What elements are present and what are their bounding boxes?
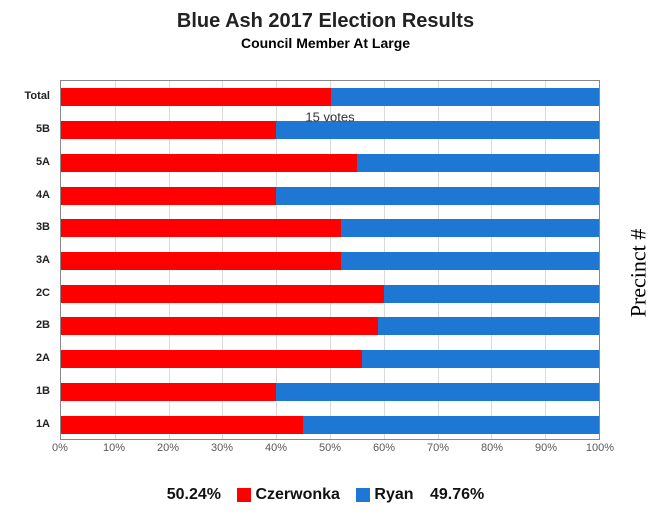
- bar-segment-czerwonka: [61, 252, 341, 270]
- legend-item-1: Ryan: [356, 486, 413, 504]
- bar-row: [61, 252, 599, 270]
- bar-segment-ryan: [303, 416, 599, 434]
- x-axis-labels: 0%10%20%30%40%50%60%70%80%90%100%: [60, 442, 600, 462]
- bars-layer: [61, 81, 599, 439]
- bar-row: [61, 350, 599, 368]
- y-tick-label: Total: [25, 90, 50, 102]
- bar-segment-czerwonka: [61, 187, 276, 205]
- x-tick-label: 90%: [535, 442, 557, 454]
- x-tick-label: 50%: [319, 442, 341, 454]
- bar-segment-ryan: [357, 154, 599, 172]
- bar-segment-czerwonka: [61, 350, 362, 368]
- y-tick-label: 1B: [36, 385, 50, 397]
- bar-segment-ryan: [362, 350, 599, 368]
- bar-row: [61, 154, 599, 172]
- bar-row: [61, 285, 599, 303]
- bar-row: [61, 219, 599, 237]
- legend-label-1: Ryan: [374, 486, 413, 503]
- legend-left-pct: 50.24%: [167, 486, 221, 504]
- y-tick-label: 3B: [36, 221, 50, 233]
- y-tick-label: 3A: [36, 254, 50, 266]
- y-tick-label: 2A: [36, 352, 50, 364]
- x-tick-label: 80%: [481, 442, 503, 454]
- legend-item-0: Czerwonka: [237, 486, 339, 504]
- chart-title: Blue Ash 2017 Election Results: [0, 10, 651, 33]
- x-tick-label: 10%: [103, 442, 125, 454]
- bar-segment-ryan: [331, 88, 599, 106]
- plot-area: 15 votes: [60, 80, 600, 440]
- chart-subtitle: Council Member At Large: [0, 35, 651, 51]
- bar-segment-ryan: [378, 317, 599, 335]
- bar-segment-ryan: [384, 285, 599, 303]
- y-axis-labels: 1A 1B 2A 2B 2C 3A 3B 4A 5A 5B Total: [0, 80, 55, 440]
- bar-segment-czerwonka: [61, 383, 276, 401]
- bar-row: [61, 187, 599, 205]
- x-tick-label: 40%: [265, 442, 287, 454]
- y-tick-label: 1A: [36, 418, 50, 430]
- chart-container: Blue Ash 2017 Election Results Council M…: [0, 10, 651, 518]
- bar-segment-ryan: [341, 219, 599, 237]
- chart-annotation: 15 votes: [305, 110, 354, 125]
- bar-segment-czerwonka: [61, 285, 384, 303]
- y-tick-label: 2B: [36, 319, 50, 331]
- bar-segment-ryan: [276, 187, 599, 205]
- x-tick-label: 100%: [586, 442, 614, 454]
- bar-row: [61, 317, 599, 335]
- bar-segment-czerwonka: [61, 88, 331, 106]
- x-tick-label: 70%: [427, 442, 449, 454]
- x-tick-label: 20%: [157, 442, 179, 454]
- y-tick-label: 2C: [36, 287, 50, 299]
- bar-row: [61, 416, 599, 434]
- bar-segment-ryan: [341, 252, 599, 270]
- x-tick-label: 30%: [211, 442, 233, 454]
- x-tick-label: 0%: [52, 442, 68, 454]
- bar-segment-czerwonka: [61, 317, 378, 335]
- bar-segment-czerwonka: [61, 121, 276, 139]
- bar-segment-czerwonka: [61, 416, 303, 434]
- y-tick-label: 4A: [36, 189, 50, 201]
- y-axis-title: Precinct #: [626, 229, 651, 318]
- legend-label-0: Czerwonka: [255, 486, 339, 503]
- legend-swatch-0: [237, 488, 251, 502]
- legend-right-pct: 49.76%: [430, 486, 484, 504]
- legend: 50.24% Czerwonka Ryan 49.76%: [0, 486, 651, 504]
- x-tick-label: 60%: [373, 442, 395, 454]
- bar-segment-ryan: [276, 383, 599, 401]
- legend-swatch-1: [356, 488, 370, 502]
- y-tick-label: 5B: [36, 123, 50, 135]
- bar-segment-czerwonka: [61, 219, 341, 237]
- bar-row: [61, 383, 599, 401]
- bar-row: [61, 88, 599, 106]
- y-tick-label: 5A: [36, 156, 50, 168]
- bar-segment-czerwonka: [61, 154, 357, 172]
